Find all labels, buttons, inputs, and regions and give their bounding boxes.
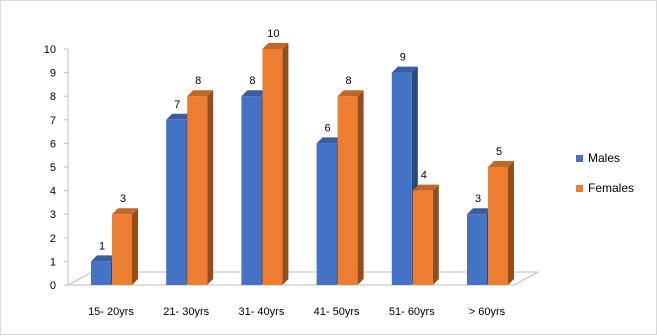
data-label: 8 (195, 75, 201, 87)
bar-females-1 (187, 96, 208, 285)
bar-females-4-side (432, 184, 439, 285)
bar-females-4 (412, 190, 433, 285)
bar-females-2-side (282, 43, 289, 285)
data-label: 10 (267, 28, 279, 40)
data-label: 4 (421, 170, 427, 182)
bar-males-0 (91, 261, 111, 285)
y-tick-label: 2 (50, 233, 56, 245)
x-category-label: 31- 40yrs (238, 306, 284, 318)
bar-males-3-top (316, 137, 343, 144)
x-category-label: > 60yrs (469, 306, 506, 318)
data-label: 6 (325, 122, 331, 134)
data-label: 7 (174, 99, 180, 111)
bar-females-4-top (412, 184, 439, 191)
bar-males-5-top (467, 208, 493, 215)
bar-females-5 (488, 167, 508, 285)
data-label: 9 (400, 52, 406, 64)
bar-females-3-side (357, 90, 364, 285)
data-label: 8 (249, 75, 255, 87)
bar-females-5-side (508, 161, 514, 285)
bar-males-1-top (166, 113, 193, 120)
bar-males-2 (241, 96, 262, 285)
bar-males-5 (467, 214, 487, 285)
bar-males-0-top (91, 255, 117, 262)
bar-females-2 (262, 49, 283, 285)
bar-males-3 (316, 143, 337, 285)
data-label: 5 (496, 146, 502, 158)
bar-females-2-top (262, 43, 289, 49)
bar-males-4-top (391, 66, 418, 73)
y-tick-label: 1 (50, 256, 56, 268)
y-tick-label: 0 (50, 280, 56, 292)
x-category-label: 21- 30yrs (163, 306, 209, 318)
data-label: 3 (475, 193, 481, 205)
bar-females-3 (337, 96, 358, 285)
bar-males-2-top (241, 90, 268, 97)
y-tick-label: 8 (50, 91, 56, 103)
data-label: 8 (346, 75, 352, 87)
bar-females-5-top (488, 161, 514, 167)
y-tick-label: 6 (50, 138, 56, 150)
legend-label-females: Females (588, 181, 634, 195)
bar-females-0-side (132, 208, 138, 285)
y-tick-label: 5 (50, 162, 56, 174)
bar-females-0-top (112, 208, 138, 215)
legend-swatch-females (576, 185, 583, 192)
y-tick-label: 9 (50, 68, 56, 80)
bar-males-4 (391, 72, 412, 285)
y-tick-label: 10 (44, 44, 56, 56)
x-category-label: 15- 20yrs (88, 306, 134, 318)
data-label: 3 (120, 193, 126, 205)
bar-females-3-top (337, 90, 364, 97)
x-category-label: 41- 50yrs (314, 306, 360, 318)
bar-females-0 (112, 214, 132, 285)
legend-label-males: Males (588, 151, 620, 165)
data-label: 1 (99, 240, 105, 252)
x-category-label: 51- 60yrs (389, 306, 435, 318)
bar-females-1-top (187, 90, 214, 97)
y-tick-label: 7 (50, 115, 56, 127)
bar-females-1-side (207, 90, 214, 285)
y-tick-label: 3 (50, 209, 56, 221)
y-tick-label: 4 (50, 186, 56, 198)
legend-swatch-males (576, 155, 583, 162)
bar-males-1 (166, 119, 187, 285)
